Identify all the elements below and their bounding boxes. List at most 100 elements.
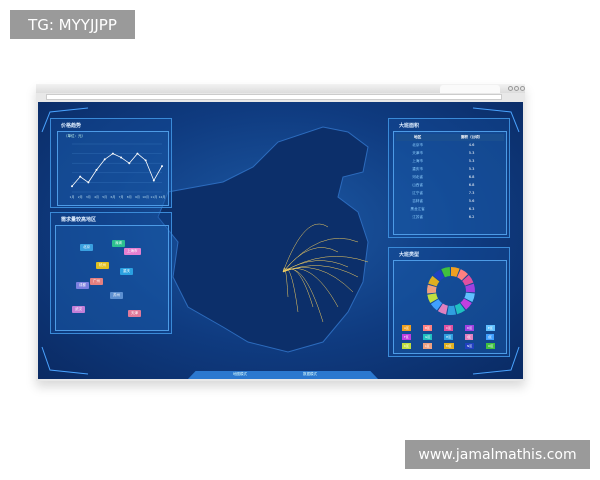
x-tick-label: 7月: [119, 195, 124, 199]
browser-window: 价格趋势 （单位：元） 1月 2月 3月 4月 5月 6月 7月 8月 9月 10月 11月 12月 …: [36, 84, 525, 381]
panel-title: 大班类型: [399, 252, 420, 258]
table-cell: 6.8: [468, 183, 475, 187]
table-row: 北京市 4.6: [396, 141, 504, 149]
legend-item: E区: [486, 325, 495, 331]
flow-line: [282, 247, 339, 273]
table-cell: 江苏省: [412, 214, 423, 219]
close-icon[interactable]: [520, 86, 525, 91]
table-row: 天津市 5.3: [396, 149, 504, 157]
region-tag[interactable]: 上海市: [124, 248, 141, 255]
x-tick-label: 11月: [150, 195, 157, 199]
col-header: 地区: [396, 134, 440, 141]
legend-item: M区: [444, 343, 454, 349]
flow-line: [282, 223, 329, 273]
x-tick-label: 2月: [78, 195, 83, 199]
x-tick-label: 10月: [142, 195, 149, 199]
donut-slice: [462, 274, 474, 286]
minimize-icon[interactable]: [508, 86, 513, 91]
x-tick-label: 6月: [110, 195, 115, 199]
legend-item: O区: [486, 343, 496, 349]
table-cell: 5.3: [468, 151, 475, 155]
x-tick-label: 5月: [102, 195, 107, 199]
flow-line: [282, 268, 314, 308]
legend-item: I区: [465, 334, 473, 340]
china-map: [41, 107, 520, 375]
table-cell: 辽宁省: [412, 190, 423, 195]
region-tag[interactable]: 武汉: [72, 306, 85, 313]
table-cell: 河北省: [412, 174, 423, 179]
region-tag[interactable]: 苏州: [110, 292, 123, 299]
table-row: 河北省 6.8: [396, 173, 504, 181]
donut-slice: [430, 299, 443, 311]
type-donut-chart: [427, 267, 475, 315]
table-cell: 6.8: [468, 175, 475, 179]
watermark-bottom: www.jamalmathis.com: [405, 440, 590, 469]
watermark-top: TG: MYYJJPP: [10, 10, 135, 39]
region-panel: 需求量较高地区 北京 深圳 上海市 杭州 重庆 广州 成都 苏州 武汉 天津: [50, 212, 172, 334]
donut-slice: [457, 269, 469, 281]
dashboard: 价格趋势 （单位：元） 1月 2月 3月 4月 5月 6月 7月 8月 9月 10月 11月 12月 …: [38, 102, 523, 379]
legend-item: G区: [423, 334, 433, 340]
legend-item: K区: [402, 343, 411, 349]
table-cell: 4.6: [468, 143, 475, 147]
x-tick-label: 4月: [94, 195, 99, 199]
data-point: [71, 185, 73, 188]
data-point: [95, 168, 98, 171]
table-cell: 北京市: [412, 142, 423, 147]
legend-item: H区: [444, 334, 454, 340]
donut-slice: [437, 303, 448, 315]
table-cell: 山西省: [412, 182, 423, 187]
area-table: 地区 面积（公顷） 北京市 4.6 天津市 5.3 上海市 5.3 重庆市 5.3 河北省 6.8 山西…: [396, 134, 504, 221]
legend-item: D区: [465, 325, 475, 331]
table-cell: 重庆市: [412, 166, 423, 171]
table-cell: 5.6: [468, 199, 475, 203]
col-header: 面积（公顷）: [439, 134, 504, 141]
data-point: [111, 152, 114, 155]
table-row: 重庆市 5.3: [396, 165, 504, 173]
table-row: 山西省 6.8: [396, 181, 504, 189]
maximize-icon[interactable]: [514, 86, 519, 91]
address-bar[interactable]: [46, 94, 502, 100]
browser-tab-bar: [36, 84, 525, 93]
data-point: [103, 158, 106, 161]
table-cell: 6.3: [468, 207, 475, 211]
table-cell: 6.2: [468, 215, 475, 219]
region-tag[interactable]: 天津: [128, 310, 141, 317]
donut-slice: [427, 284, 437, 294]
unit-label: （单位：元）: [64, 134, 85, 138]
flow-lines: [282, 223, 369, 323]
data-point: [161, 165, 163, 168]
table-row: 吉林省 5.6: [396, 197, 504, 205]
table-cell: 天津市: [412, 150, 423, 155]
donut-slice: [465, 283, 475, 293]
tab-map-mode[interactable]: 地图模式: [233, 372, 247, 376]
legend-item: C区: [444, 325, 454, 331]
region-tag[interactable]: 杭州: [96, 262, 109, 269]
donut-slice: [447, 305, 456, 315]
region-tag[interactable]: 深圳: [112, 240, 125, 247]
donut-slice: [451, 267, 460, 278]
data-point: [79, 175, 82, 178]
region-tag[interactable]: 广州: [90, 278, 103, 285]
region-tag[interactable]: 北京: [80, 244, 93, 251]
donut-slice: [428, 275, 440, 287]
panel-title: 大班面积: [399, 123, 420, 129]
table-row: 辽宁省 7.3: [396, 189, 504, 197]
table-cell: 上海市: [412, 158, 423, 163]
donut-slice: [464, 292, 475, 302]
browser-tab[interactable]: [440, 85, 500, 93]
x-tick-label: 8月: [127, 195, 132, 199]
type-panel: 大班类型 A区 B区 C区 D区 E区 F区 G区 H区 I区 J区 K区 L区 M区 N区 O区: [388, 247, 510, 357]
region-tag[interactable]: 成都: [76, 282, 89, 289]
price-line: [71, 153, 163, 187]
data-point: [120, 156, 123, 159]
table-cell: 5.3: [468, 167, 475, 171]
table-cell: 5.3: [468, 159, 475, 163]
tab-data-mode[interactable]: 数据模式: [303, 372, 317, 376]
bottom-nav: 地图模式 数据模式: [188, 371, 378, 379]
flow-line: [282, 267, 354, 293]
region-tag[interactable]: 重庆: [120, 268, 133, 275]
data-point: [136, 152, 139, 155]
area-table-panel: 大班面积 地区 面积（公顷） 北京市 4.6 天津市 5.3 上海市 5.3 重庆市 5.3 河北省…: [388, 118, 510, 238]
data-point: [128, 162, 131, 165]
